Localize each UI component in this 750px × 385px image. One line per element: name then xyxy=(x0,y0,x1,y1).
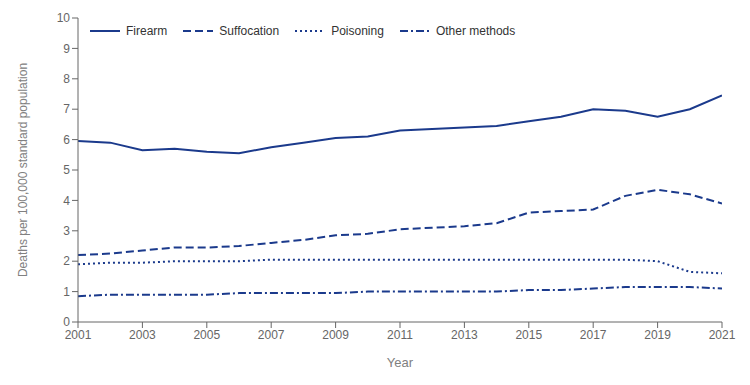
svg-text:2015: 2015 xyxy=(515,328,542,342)
svg-text:10: 10 xyxy=(57,11,71,25)
svg-text:2009: 2009 xyxy=(322,328,349,342)
svg-text:2005: 2005 xyxy=(193,328,220,342)
svg-text:9: 9 xyxy=(63,42,70,56)
svg-text:2013: 2013 xyxy=(451,328,478,342)
svg-text:2019: 2019 xyxy=(644,328,671,342)
html-text:Suffocation: Suffocation xyxy=(219,24,280,38)
svg-text:2017: 2017 xyxy=(580,328,607,342)
svg-text:6: 6 xyxy=(63,133,70,147)
svg-text:2: 2 xyxy=(63,254,70,268)
svg-text:7: 7 xyxy=(63,102,70,116)
svg-text:2007: 2007 xyxy=(258,328,285,342)
html-text:Poisoning: Poisoning xyxy=(331,24,384,38)
html-text:Other methods: Other methods xyxy=(435,24,516,38)
svg-text:8: 8 xyxy=(63,72,70,86)
svg-text:1: 1 xyxy=(63,285,70,299)
svg-text:2021: 2021 xyxy=(709,328,736,342)
svg-text:Deaths per 100,000 standard po: Deaths per 100,000 standard population xyxy=(16,63,30,277)
svg-text:3: 3 xyxy=(63,224,70,238)
svg-text:4: 4 xyxy=(63,194,70,208)
svg-text:2003: 2003 xyxy=(129,328,156,342)
svg-text:2011: 2011 xyxy=(387,328,413,342)
html-text:Firearm: Firearm xyxy=(126,24,168,38)
svg-text:0: 0 xyxy=(63,315,70,329)
svg-text:5: 5 xyxy=(63,163,70,177)
svg-text:2001: 2001 xyxy=(65,328,92,342)
svg-text:Year: Year xyxy=(387,355,414,370)
